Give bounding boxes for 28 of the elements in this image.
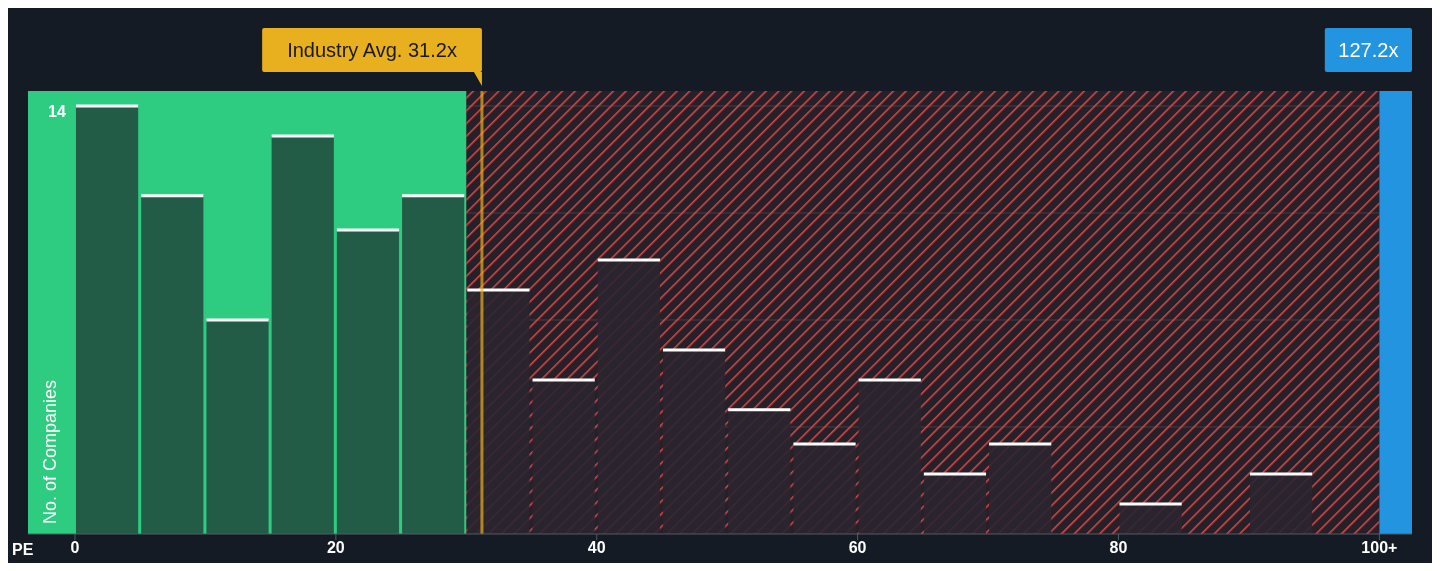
bar	[857, 378, 923, 534]
band-label: 127.2x	[1338, 39, 1399, 61]
bar	[791, 442, 858, 534]
bar	[465, 288, 532, 534]
ref-line-label: Industry Avg. 31.2x	[287, 39, 457, 61]
x-tick-label: 40	[587, 539, 606, 557]
x-tick-label: 60	[848, 539, 867, 557]
bar	[596, 258, 662, 534]
bar	[726, 408, 792, 534]
bar	[661, 348, 727, 534]
bar	[531, 378, 597, 534]
bar	[270, 134, 336, 534]
x-tick-label: 80	[1109, 539, 1128, 557]
annotation: 14	[48, 103, 66, 121]
x-tick-label: 100+	[1361, 539, 1398, 557]
bar	[335, 228, 401, 534]
bar	[922, 472, 988, 534]
x-tick-label: 20	[326, 539, 345, 557]
bar	[74, 104, 140, 534]
bar	[139, 194, 205, 534]
bar	[400, 194, 466, 534]
bar	[987, 442, 1053, 534]
y-axis-title: No. of Companies	[40, 379, 61, 524]
bar	[204, 318, 271, 534]
bar	[1118, 502, 1184, 534]
x-axis-title: PE	[12, 541, 34, 559]
bar	[1248, 472, 1314, 534]
x-tick-label: 0	[70, 539, 80, 557]
